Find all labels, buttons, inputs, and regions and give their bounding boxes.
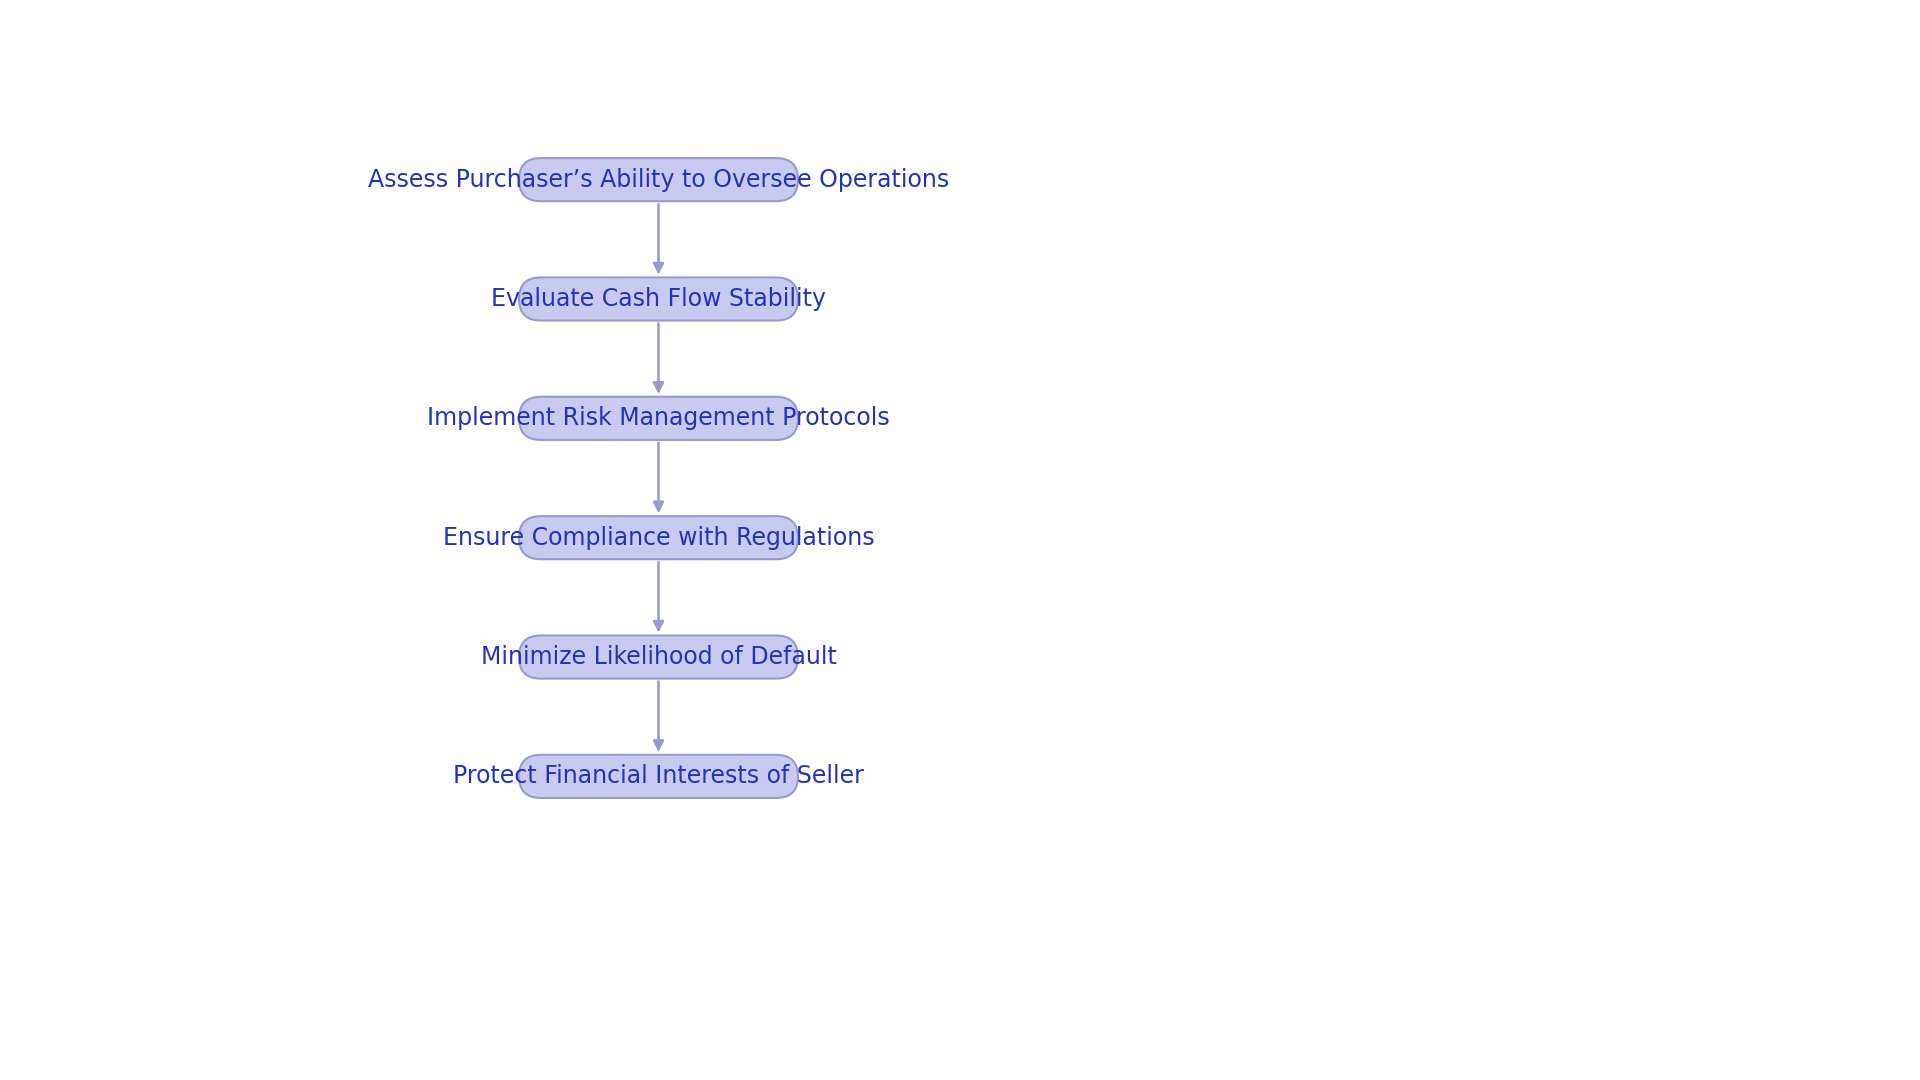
FancyBboxPatch shape (518, 278, 799, 321)
FancyBboxPatch shape (518, 396, 799, 440)
FancyBboxPatch shape (518, 516, 799, 559)
Text: Implement Risk Management Protocols: Implement Risk Management Protocols (426, 406, 889, 430)
Text: Minimize Likelihood of Default: Minimize Likelihood of Default (480, 645, 837, 669)
Text: Assess Purchaser’s Ability to Oversee Operations: Assess Purchaser’s Ability to Oversee Op… (369, 167, 948, 191)
FancyBboxPatch shape (518, 158, 799, 201)
FancyBboxPatch shape (518, 635, 799, 678)
Text: Protect Financial Interests of Seller: Protect Financial Interests of Seller (453, 765, 864, 788)
Text: Evaluate Cash Flow Stability: Evaluate Cash Flow Stability (492, 287, 826, 311)
Text: Ensure Compliance with Regulations: Ensure Compliance with Regulations (444, 526, 874, 550)
FancyBboxPatch shape (518, 755, 799, 798)
